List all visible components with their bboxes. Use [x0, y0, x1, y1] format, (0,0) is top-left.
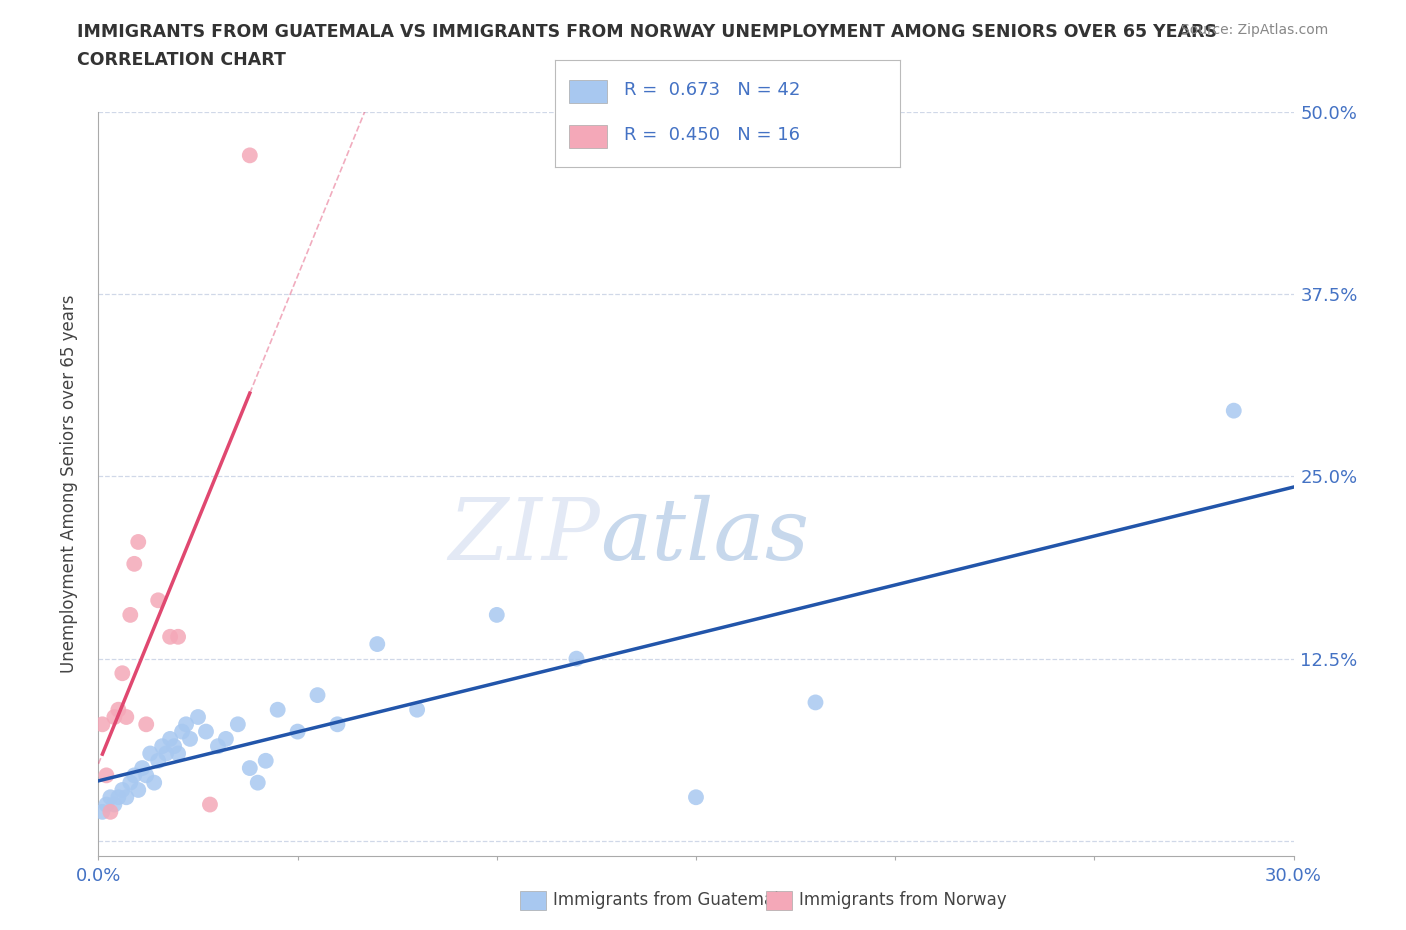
Text: Immigrants from Norway: Immigrants from Norway	[799, 891, 1007, 910]
Text: CORRELATION CHART: CORRELATION CHART	[77, 51, 287, 69]
Point	[1223, 404, 1246, 418]
Point	[485, 607, 508, 622]
Point	[115, 710, 138, 724]
Point	[91, 717, 114, 732]
Point	[124, 768, 146, 783]
Point	[127, 782, 149, 797]
Point	[120, 776, 142, 790]
Point	[120, 607, 142, 622]
Point	[198, 797, 221, 812]
Point	[167, 630, 190, 644]
Point	[131, 761, 153, 776]
Point	[174, 717, 197, 732]
Point	[239, 148, 262, 163]
Point	[366, 637, 388, 652]
Point	[98, 804, 122, 819]
Point	[267, 702, 290, 717]
Point	[148, 592, 170, 607]
Point	[215, 732, 238, 747]
Point	[179, 732, 201, 747]
Point	[307, 687, 329, 702]
Text: Immigrants from Guatemala: Immigrants from Guatemala	[553, 891, 789, 910]
Point	[124, 556, 146, 571]
Point	[91, 804, 114, 819]
Point	[239, 761, 262, 776]
Text: R =  0.673   N = 42: R = 0.673 N = 42	[624, 82, 800, 100]
Point	[103, 797, 125, 812]
Point	[207, 738, 229, 753]
Y-axis label: Unemployment Among Seniors over 65 years: Unemployment Among Seniors over 65 years	[59, 295, 77, 672]
Point	[103, 710, 125, 724]
Point	[406, 702, 429, 717]
Point	[159, 630, 181, 644]
Text: R =  0.450   N = 16: R = 0.450 N = 16	[624, 126, 800, 144]
Point	[565, 651, 588, 666]
Point	[172, 724, 194, 739]
FancyBboxPatch shape	[569, 80, 607, 103]
Point	[135, 717, 157, 732]
Point	[111, 782, 134, 797]
Text: IMMIGRANTS FROM GUATEMALA VS IMMIGRANTS FROM NORWAY UNEMPLOYMENT AMONG SENIORS O: IMMIGRANTS FROM GUATEMALA VS IMMIGRANTS …	[77, 23, 1218, 41]
Point	[107, 702, 129, 717]
Point	[139, 746, 162, 761]
Point	[685, 790, 707, 804]
Point	[98, 790, 122, 804]
Point	[96, 768, 118, 783]
Point	[155, 746, 177, 761]
Point	[150, 738, 173, 753]
Point	[143, 776, 166, 790]
Point	[111, 666, 134, 681]
FancyBboxPatch shape	[569, 125, 607, 148]
Point	[226, 717, 249, 732]
Point	[107, 790, 129, 804]
Text: ZIP: ZIP	[449, 495, 600, 577]
Point	[254, 753, 277, 768]
Text: atlas: atlas	[600, 495, 810, 577]
Point	[195, 724, 218, 739]
Point	[127, 535, 149, 550]
Point	[167, 746, 190, 761]
Point	[148, 753, 170, 768]
Point	[804, 695, 827, 710]
Point	[96, 797, 118, 812]
Point	[246, 776, 269, 790]
Point	[163, 738, 186, 753]
Point	[287, 724, 309, 739]
Point	[115, 790, 138, 804]
Point	[326, 717, 349, 732]
Point	[135, 768, 157, 783]
Point	[159, 732, 181, 747]
Text: Source: ZipAtlas.com: Source: ZipAtlas.com	[1181, 23, 1329, 37]
Point	[187, 710, 209, 724]
